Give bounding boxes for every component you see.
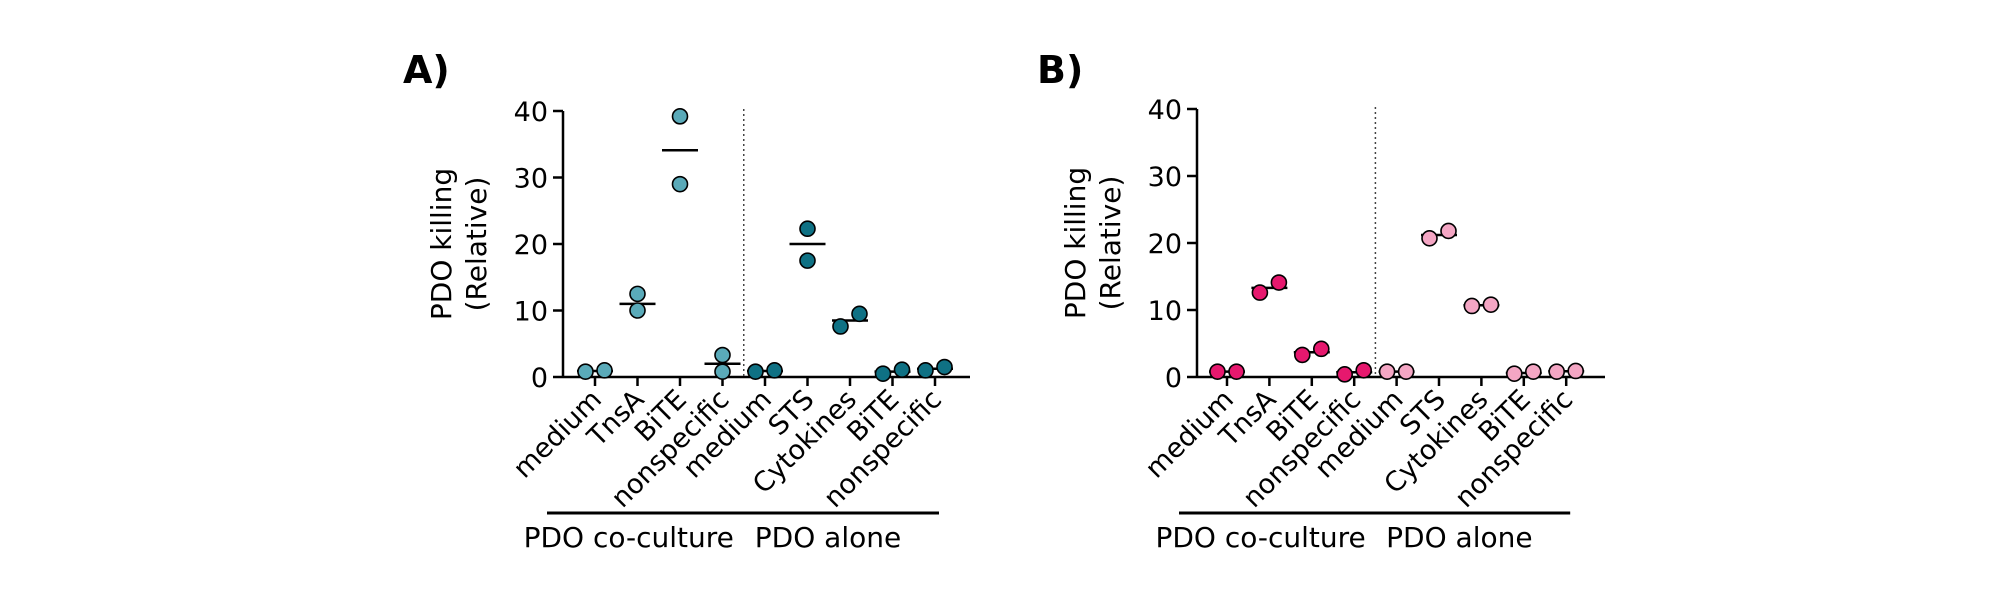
group-label: PDO alone [755,521,901,554]
y-tick-label: 20 [514,230,548,261]
data-point [1463,297,1481,315]
data-point [1251,284,1269,301]
data-point [1270,274,1288,291]
data-point [747,363,764,380]
y-axis-label-line2: (Relative) [1094,176,1127,311]
data-point [1421,230,1438,247]
data-point [1378,363,1396,380]
data-point [1525,363,1542,380]
data-point [1336,366,1353,383]
data-point [1313,340,1330,358]
data-point [1548,363,1565,380]
data-point [874,365,892,382]
data-point [799,220,816,238]
data-point [714,346,731,364]
data-point [1567,362,1584,380]
data-point [671,175,689,193]
group-label: PDO alone [1386,521,1532,554]
panel-b: B)PDO killing (Relative)010203040mediumTn… [1037,48,1605,554]
data-point [596,362,613,379]
data-point [1294,346,1311,364]
y-tick-label: 30 [1148,162,1182,193]
group-label: PDO co-culture [524,521,734,554]
data-point [1506,365,1523,382]
y-tick-label: 0 [531,363,548,394]
y-tick-label: 10 [1148,296,1182,327]
data-point [629,302,646,319]
data-point [917,362,934,379]
data-point [1440,222,1457,240]
y-tick-label: 0 [1165,363,1182,394]
y-axis-label-line2: (Relative) [460,177,493,312]
y-tick-label: 40 [514,97,548,128]
data-point [577,363,594,380]
data-point [1209,363,1226,380]
panel-label: B) [1037,48,1083,92]
data-point [629,285,646,303]
y-tick-label: 40 [1148,95,1182,126]
data-point [1397,363,1415,380]
y-axis-label-line1: PDO killing [425,168,458,320]
data-point [851,305,868,323]
panel-a: A)PDO killing (Relative)010203040mediumTn… [403,48,970,554]
y-tick-label: 20 [1148,229,1182,260]
y-axis-label-line1: PDO killing [1059,167,1092,319]
data-point [1355,361,1372,379]
group-label: PDO co-culture [1155,521,1365,554]
data-point [766,362,783,379]
y-tick-label: 30 [514,164,548,195]
data-point [714,363,731,380]
data-point [832,318,849,335]
data-point [1482,296,1500,313]
panel-label: A) [403,48,450,92]
data-point [671,108,689,125]
data-point [936,358,953,376]
y-tick-label: 10 [514,297,548,328]
data-point [893,361,911,378]
data-point [799,252,816,269]
data-point [1228,363,1245,380]
